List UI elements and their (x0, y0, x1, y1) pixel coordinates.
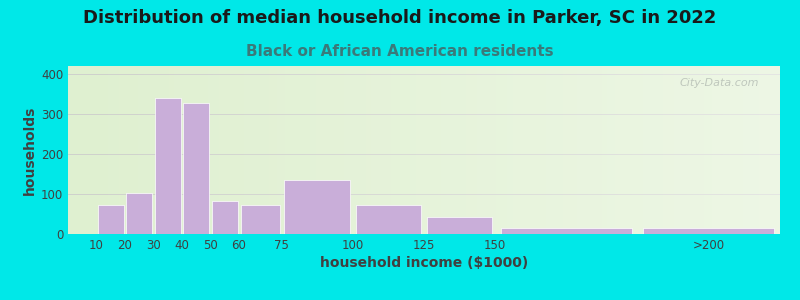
Bar (356, 205, 421, 234)
Bar (501, 228, 632, 234)
Bar (211, 201, 238, 234)
Text: Black or African American residents: Black or African American residents (246, 44, 554, 59)
Bar (98, 205, 124, 234)
Bar (285, 180, 350, 234)
Bar (126, 193, 152, 234)
Bar (643, 228, 774, 234)
Y-axis label: households: households (22, 105, 37, 195)
Bar (183, 103, 210, 234)
Text: City-Data.com: City-Data.com (679, 78, 758, 88)
Bar (154, 98, 181, 234)
Bar (427, 217, 492, 234)
X-axis label: household income ($1000): household income ($1000) (320, 256, 528, 270)
Bar (241, 205, 280, 234)
Text: Distribution of median household income in Parker, SC in 2022: Distribution of median household income … (83, 9, 717, 27)
